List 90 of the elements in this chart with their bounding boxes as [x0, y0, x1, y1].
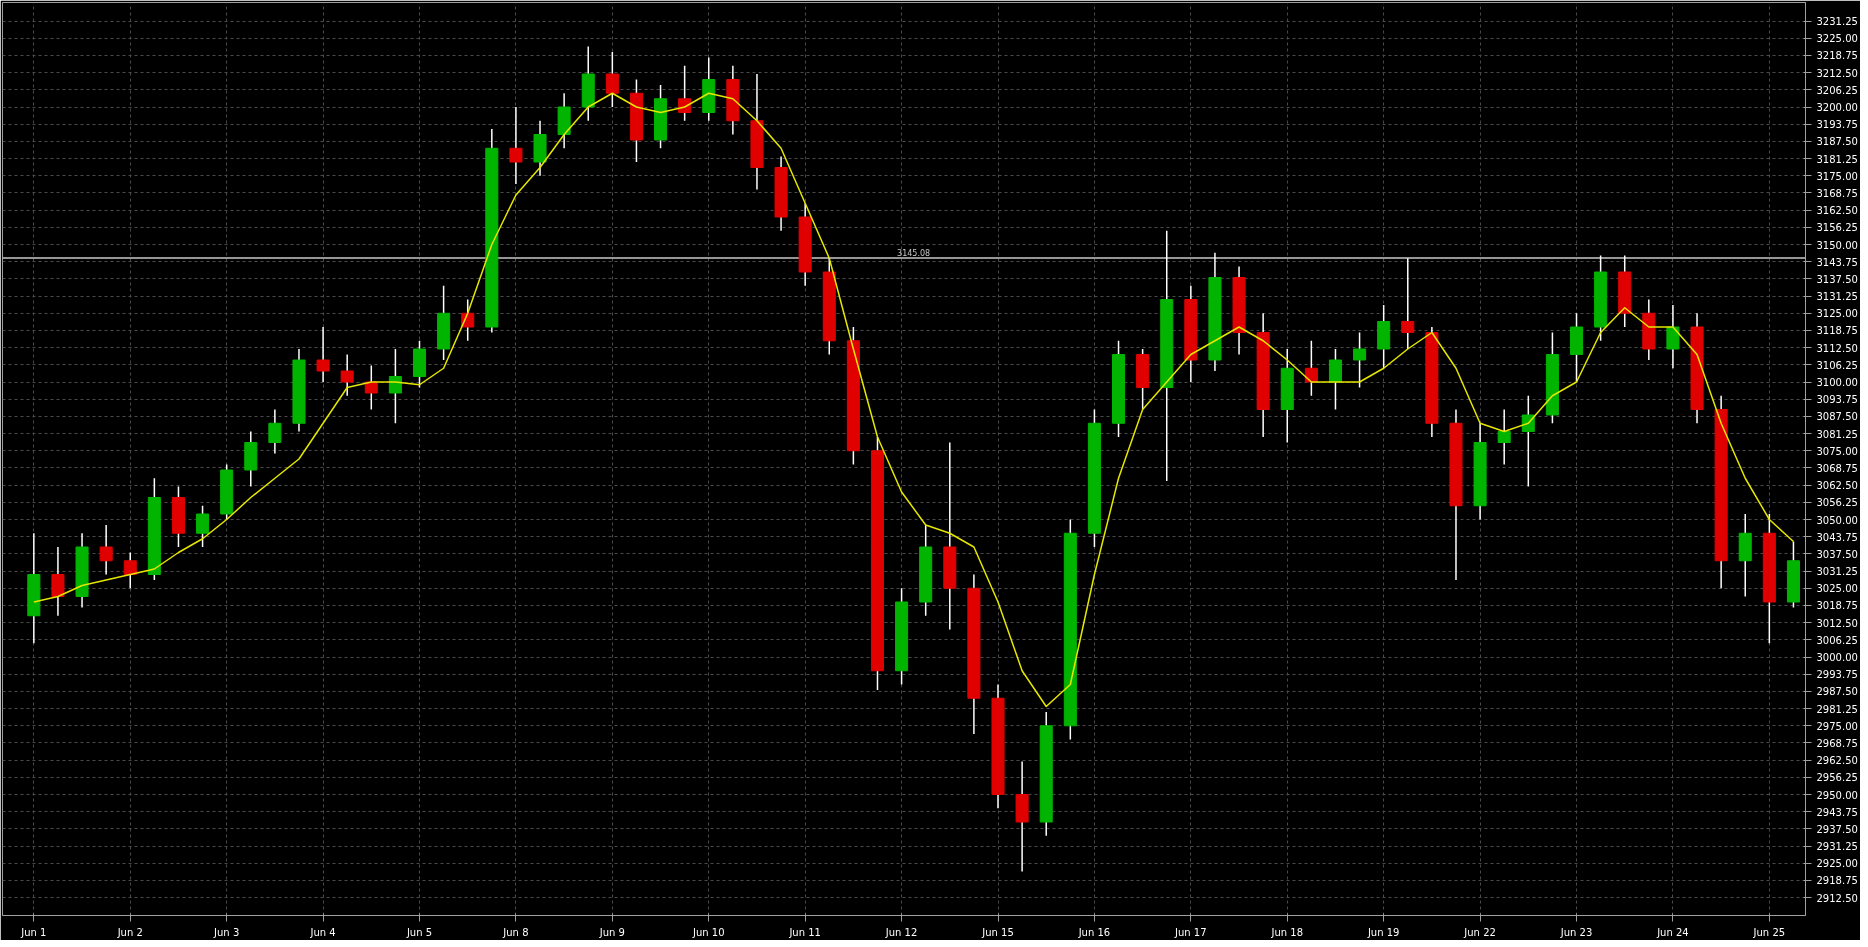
candlestick: [1666, 304, 1680, 369]
y-tick-label: 3000.00: [1816, 652, 1858, 663]
y-tick-label: 3131.25: [1816, 291, 1858, 303]
y-tick-label: 3106.25: [1816, 359, 1858, 371]
y-tick-label: 3231.25: [1816, 16, 1858, 28]
y-tick-label: 3193.75: [1816, 119, 1858, 131]
y-tick-label: 2962.50: [1816, 755, 1858, 767]
y-tick-label: 3206.25: [1816, 84, 1858, 96]
y-tick-label: 3125.00: [1816, 308, 1858, 320]
candlestick: [509, 106, 523, 185]
y-tick-label: 3212.50: [1816, 67, 1858, 79]
y-tick-label: 2950.00: [1816, 789, 1858, 801]
y-tick-label: 3218.75: [1816, 50, 1858, 62]
y-tick-label: 3031.25: [1816, 566, 1858, 578]
candlestick: [678, 65, 692, 122]
y-tick-label: 3093.75: [1816, 394, 1858, 406]
candlestick: [388, 348, 402, 424]
y-tick-label: 3056.25: [1816, 497, 1858, 509]
y-tick-label: 3062.50: [1816, 480, 1858, 492]
y-tick-label: 3168.75: [1816, 187, 1858, 199]
y-tick-label: 2937.50: [1816, 823, 1858, 835]
candlestick: [51, 546, 65, 617]
y-tick-label: 3225.00: [1816, 33, 1858, 45]
x-tick-label: Jun 18: [1270, 926, 1304, 938]
y-tick-label: 2943.75: [1816, 806, 1858, 818]
y-tick-label: 2975.00: [1816, 720, 1858, 732]
x-tick-label: Jun 23: [1559, 926, 1593, 938]
y-tick-label: 3162.50: [1816, 205, 1858, 217]
y-tick-label: 2931.25: [1816, 841, 1858, 853]
candlestick: [316, 326, 330, 383]
candlestick: [268, 408, 282, 455]
x-tick-label: Jun 11: [788, 926, 821, 938]
y-tick-label: 3081.25: [1816, 428, 1858, 440]
y-tick-label: 2912.50: [1816, 892, 1858, 904]
y-tick-label: 2968.75: [1816, 737, 1858, 749]
x-tick-label: Jun 17: [1174, 926, 1207, 938]
y-tick-label: 3037.50: [1816, 548, 1858, 560]
y-tick-label: 3137.50: [1816, 273, 1858, 285]
candlestick: [99, 524, 113, 576]
y-tick-label: 3175.00: [1816, 170, 1858, 182]
x-tick-label: Jun 4: [309, 926, 336, 938]
y-tick-label: 2918.75: [1816, 875, 1858, 887]
y-tick-label: 3043.75: [1816, 531, 1858, 543]
x-tick-label: Jun 15: [981, 926, 1014, 938]
y-tick-label: 3075.00: [1816, 445, 1858, 457]
candlestick: [364, 364, 378, 411]
y-tick-label: 2981.25: [1816, 703, 1858, 715]
x-tick-label: Jun 25: [1752, 926, 1786, 938]
candlestick: [123, 551, 137, 589]
candlestick: [1353, 331, 1367, 389]
candlestick: [605, 51, 619, 108]
y-tick-label: 3150.00: [1816, 239, 1858, 251]
y-tick-label: 3100.00: [1816, 377, 1858, 388]
candlestick: [1521, 395, 1535, 488]
y-tick-label: 3143.75: [1816, 256, 1858, 268]
y-tick-label: 2993.75: [1816, 669, 1858, 681]
x-tick-label: Jun 5: [405, 926, 433, 938]
y-tick-label: 3018.75: [1816, 600, 1858, 612]
y-tick-label: 3187.50: [1816, 136, 1858, 148]
x-tick-label: Jun 24: [1656, 926, 1689, 938]
y-tick-label: 3006.25: [1816, 634, 1858, 646]
y-tick-label: 3112.50: [1816, 342, 1858, 354]
y-tick-label: 3050.00: [1816, 514, 1858, 526]
x-tick-label: Jun 19: [1366, 926, 1400, 938]
x-tick-label: Jun 8: [502, 926, 529, 938]
y-tick-label: 3087.50: [1816, 411, 1858, 423]
y-tick-label: 3012.50: [1816, 617, 1858, 629]
x-tick-label: Jun 12: [884, 926, 918, 938]
y-tick-label: 2956.25: [1816, 772, 1858, 784]
y-tick-label: 2925.00: [1816, 858, 1858, 870]
y-tick-label: 3156.25: [1816, 222, 1858, 234]
x-tick-label: Jun 16: [1077, 926, 1111, 938]
x-tick-label: Jun 1: [20, 926, 47, 938]
x-tick-label: Jun 9: [598, 926, 625, 938]
candlestick: [196, 505, 210, 548]
y-tick-label: 3118.75: [1816, 325, 1858, 337]
x-tick-label: Jun 10: [691, 926, 725, 938]
candlestick: [1328, 348, 1342, 411]
y-tick-label: 3068.75: [1816, 462, 1858, 474]
candlestick: [1401, 257, 1415, 350]
y-tick-label: 3200.00: [1816, 102, 1858, 113]
x-tick-label: Jun 3: [213, 926, 240, 938]
y-tick-label: 3181.25: [1816, 153, 1858, 165]
x-tick-label: Jun 2: [116, 926, 143, 938]
candlestick: [1497, 408, 1511, 466]
candlestick: [340, 353, 354, 397]
ref-line-label: 3145.08: [897, 249, 931, 259]
y-tick-label: 3025.00: [1816, 583, 1858, 595]
y-tick-label: 2987.50: [1816, 686, 1858, 698]
x-tick-label: Jun 22: [1463, 926, 1496, 938]
